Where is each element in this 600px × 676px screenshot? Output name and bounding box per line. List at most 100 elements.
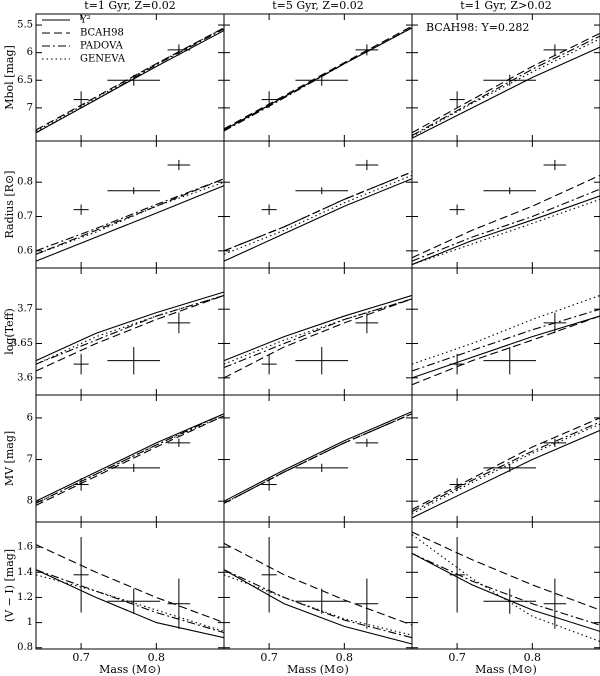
y-tick-label: 3.65 (11, 338, 33, 349)
y-axis-label: (V − I) [mag] (3, 549, 16, 622)
panel-title: t=1 Gyr, Z=0.02 (84, 0, 176, 12)
model-line (223, 569, 413, 639)
y-tick-label: 0.6 (17, 245, 33, 256)
y-tick-label: 7 (27, 454, 33, 465)
model-line (411, 46, 600, 139)
model-line (223, 569, 413, 645)
y-tick-label: 6.5 (17, 75, 33, 86)
y-tick-label: 0.7 (17, 211, 33, 222)
model-line (223, 171, 413, 252)
x-tick-label: 0.8 (148, 651, 166, 664)
y-tick-label: 6 (27, 412, 33, 423)
model-line (35, 544, 225, 624)
model-line (411, 429, 600, 519)
legend-label: GENEVA (80, 54, 126, 65)
model-line (411, 35, 600, 136)
y-axis-label: MV [mag] (3, 431, 16, 486)
model-line (411, 38, 600, 138)
panel-frame (223, 13, 413, 142)
model-line (35, 28, 225, 134)
x-tick-label: 0.7 (72, 651, 90, 664)
x-axis-label: Mass (M⊙) (475, 663, 537, 676)
model-line (411, 421, 600, 513)
model-line (411, 531, 600, 611)
model-line (35, 178, 225, 252)
panel-frame (223, 140, 413, 269)
model-line (223, 574, 413, 636)
model-line (223, 174, 413, 255)
y-tick-label: 5.5 (17, 20, 33, 31)
model-line (411, 552, 600, 626)
y-tick-label: 1.2 (17, 592, 33, 603)
x-tick-label: 0.8 (336, 651, 354, 664)
panel-frame (35, 140, 225, 269)
model-line (35, 415, 225, 506)
y-tick-label: 3.6 (17, 372, 33, 383)
model-line (411, 315, 600, 379)
model-line (35, 413, 225, 504)
model-line (35, 569, 225, 634)
model-line (411, 32, 600, 134)
model-line (35, 178, 225, 255)
panel-frame (223, 267, 413, 396)
panel-frame (411, 267, 600, 396)
panel-title: t=5 Gyr, Z=0.02 (272, 0, 364, 12)
panel-frame (35, 13, 225, 142)
legend-label: Y² (79, 15, 91, 26)
panel-frame (223, 394, 413, 523)
x-tick-label: 0.7 (260, 651, 278, 664)
model-line (223, 542, 413, 626)
x-axis-label: Mass (M⊙) (287, 663, 349, 676)
panel-frame (411, 394, 600, 523)
model-line (35, 185, 225, 262)
x-tick-label: 0.7 (448, 651, 466, 664)
y-tick-label: 7 (27, 102, 33, 113)
y-axis-label: Radius [R⊙] (3, 171, 16, 239)
model-line (35, 27, 225, 132)
model-line (223, 26, 413, 131)
panel-frame (35, 521, 225, 650)
y-tick-label: 6 (27, 47, 33, 58)
panel-frame (35, 394, 225, 523)
y-tick-label: 8 (27, 496, 33, 507)
y-axis-label: log(Teff) (3, 308, 16, 355)
model-line (411, 188, 600, 262)
model-line (411, 534, 600, 642)
model-line (223, 298, 413, 369)
annotation: BCAH98: Y=0.282 (426, 21, 529, 34)
y-tick-label: 1.6 (17, 542, 33, 553)
model-line (411, 198, 600, 266)
model-line (35, 415, 225, 504)
y-tick-label: 1.4 (17, 567, 33, 578)
panel-frame (411, 140, 600, 269)
panel-frame (411, 521, 600, 650)
y-tick-label: 0.8 (17, 642, 33, 653)
model-line (223, 298, 413, 365)
model-line (223, 411, 413, 502)
model-line (411, 315, 600, 386)
model-line (223, 413, 413, 504)
panel-title: t=1 Gyr, Z>0.02 (460, 0, 552, 12)
x-axis-label: Mass (M⊙) (99, 663, 161, 676)
model-line (35, 181, 225, 255)
model-line (411, 195, 600, 266)
model-line (223, 413, 413, 504)
y-tick-label: 1 (27, 617, 33, 628)
model-line (223, 294, 413, 362)
y-axis-label: Mbol [mag] (3, 45, 16, 110)
legend-label: PADOVA (80, 41, 124, 52)
model-line (411, 552, 600, 632)
model-line (35, 27, 225, 131)
model-line (223, 413, 413, 504)
panel-frame (35, 267, 225, 396)
y-tick-label: 0.8 (17, 177, 33, 188)
x-tick-label: 0.8 (524, 651, 542, 664)
model-line (411, 308, 600, 372)
model-line (35, 291, 225, 362)
model-line (35, 294, 225, 365)
y-tick-label: 3.7 (17, 304, 33, 315)
model-line (411, 174, 600, 259)
model-line (35, 294, 225, 372)
model-line (223, 27, 413, 132)
